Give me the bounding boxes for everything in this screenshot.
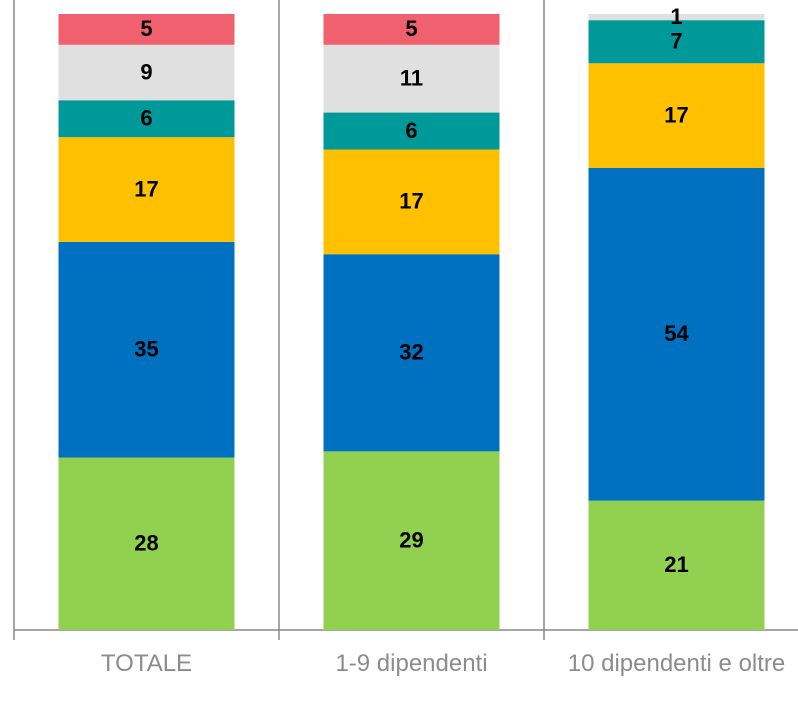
x-tick-label: 10 dipendenti e oltre [567, 650, 786, 677]
bar-segment [58, 100, 235, 138]
x-tick-label: TOTALE [100, 650, 193, 677]
bar-segment [588, 63, 765, 168]
bar-segment [588, 20, 765, 64]
data-label: 17 [399, 189, 423, 214]
bar-segment [58, 14, 235, 45]
data-label: 9 [140, 59, 152, 84]
data-label: 17 [664, 102, 688, 127]
bar-segment [323, 451, 500, 630]
data-label: 21 [664, 552, 688, 577]
data-label: 5 [140, 16, 152, 41]
data-label: 11 [400, 65, 423, 90]
data-label: 7 [670, 29, 682, 54]
data-label: 5 [405, 16, 417, 41]
bar-segment [58, 44, 235, 101]
bar-segment [323, 149, 500, 255]
bar-segment [588, 500, 765, 630]
bar-segment [323, 14, 500, 45]
bar-segment [588, 168, 765, 501]
data-label: 32 [399, 340, 423, 365]
bar-segment [323, 44, 500, 113]
data-label: 35 [134, 337, 158, 362]
data-label: 28 [134, 531, 158, 556]
x-tick-label: 1-9 dipendenti [335, 650, 488, 677]
bar-segment [323, 254, 500, 452]
bar-segment [588, 14, 765, 21]
data-label: 17 [134, 176, 158, 201]
data-label: 54 [664, 321, 689, 346]
bar-segment [323, 112, 500, 150]
data-label: 6 [405, 118, 417, 143]
data-label: 1 [670, 4, 682, 29]
data-label: 6 [140, 106, 152, 131]
bar-segment [58, 241, 235, 458]
bar-segment [58, 457, 235, 630]
bar-segment [58, 137, 235, 242]
data-label: 29 [399, 527, 423, 552]
